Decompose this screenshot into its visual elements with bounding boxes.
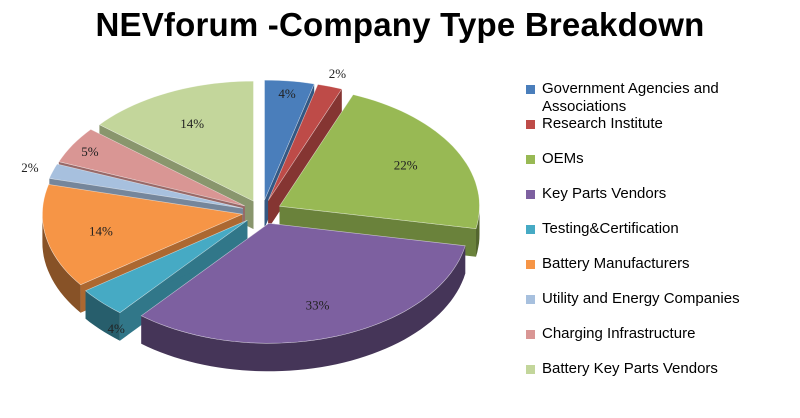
legend-item: OEMs	[526, 150, 800, 185]
legend-label: Government Agencies and Associations	[542, 80, 719, 115]
legend-label: Utility and Energy Companies	[542, 290, 740, 307]
legend-item: Charging Infrastructure	[526, 325, 800, 360]
pie-slice-label: 4%	[108, 321, 126, 336]
pie-slice-label: 5%	[81, 144, 99, 159]
pie-slice-top	[98, 80, 254, 202]
pie-slice-label: 14%	[180, 116, 204, 131]
pie-slice-top	[85, 219, 248, 314]
pie-chart: 4% 2% 22% 33% 4% 14% 2% 5% 14%	[21, 66, 480, 372]
legend-swatch	[526, 330, 535, 339]
pie-slice-side	[85, 290, 120, 341]
legend-swatch	[526, 190, 535, 199]
legend-swatch	[526, 225, 535, 234]
pie-slice	[140, 222, 466, 372]
pie-slice-top	[58, 129, 245, 207]
legend: Government Agencies and Associations Res…	[526, 80, 800, 395]
pie-slice-top	[48, 163, 244, 209]
pie-slice-label: 33%	[306, 298, 330, 313]
pie-slice-label: 2%	[21, 160, 39, 175]
legend-item: Government Agencies and Associations	[526, 80, 800, 115]
legend-item: Key Parts Vendors	[526, 185, 800, 220]
legend-swatch	[526, 295, 535, 304]
legend-item: Utility and Energy Companies	[526, 290, 800, 325]
legend-swatch	[526, 120, 535, 129]
legend-item: Battery Manufacturers	[526, 255, 800, 290]
pie-slice-top	[140, 222, 466, 344]
legend-item: Battery Key Parts Vendors	[526, 360, 800, 395]
legend-label: Key Parts Vendors	[542, 185, 667, 202]
legend-item: Testing&Certification	[526, 220, 800, 255]
pie-slice	[267, 84, 343, 229]
pie-slice-side	[42, 214, 81, 313]
legend-swatch	[526, 260, 535, 269]
pie-slice-top	[278, 94, 480, 230]
legend-swatch	[526, 85, 535, 94]
legend-label: Battery Key Parts Vendors	[542, 360, 718, 377]
legend-swatch	[526, 365, 535, 374]
pie-slice-label: 4%	[278, 86, 296, 101]
pie-slice-wall	[268, 89, 342, 229]
legend-swatch	[526, 155, 535, 164]
legend-label: OEMs	[542, 150, 584, 167]
pie-slice-label: 2%	[329, 66, 347, 81]
chart-title: NEVforum -Company Type Breakdown	[95, 6, 705, 43]
pie-slice-side	[141, 245, 466, 372]
pie-slice-top	[267, 84, 343, 201]
legend-label: Battery Manufacturers	[542, 255, 690, 272]
pie-slice-label: 22%	[394, 158, 418, 173]
legend-label: Charging Infrastructure	[542, 325, 696, 342]
legend-label: Research Institute	[542, 115, 663, 132]
pie-slice-top	[264, 79, 315, 201]
legend-item: Research Institute	[526, 115, 800, 150]
pie-slice-label: 14%	[89, 223, 113, 238]
legend-label: Testing&Certification	[542, 220, 679, 237]
pie-slice-top	[42, 184, 244, 286]
